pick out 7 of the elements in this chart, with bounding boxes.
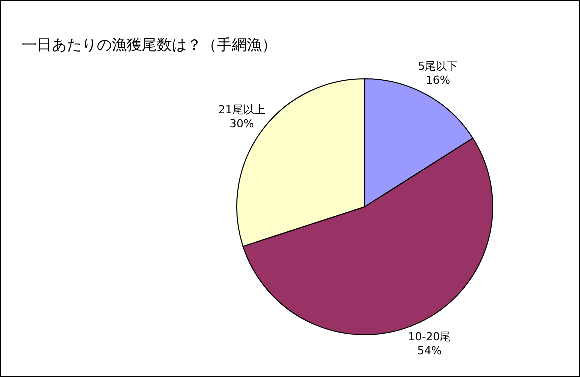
data-label: 16% [426,74,450,87]
chart-title: 一日あたりの漁獲尾数は？（手網漁） [22,36,277,54]
data-label: 54% [417,344,442,358]
data-label: 30% [230,118,254,131]
slice-label: 21尾以上 [218,104,266,117]
slice-label: 10-20尾 [408,330,452,344]
slice-label: 5尾以下 [418,60,458,73]
